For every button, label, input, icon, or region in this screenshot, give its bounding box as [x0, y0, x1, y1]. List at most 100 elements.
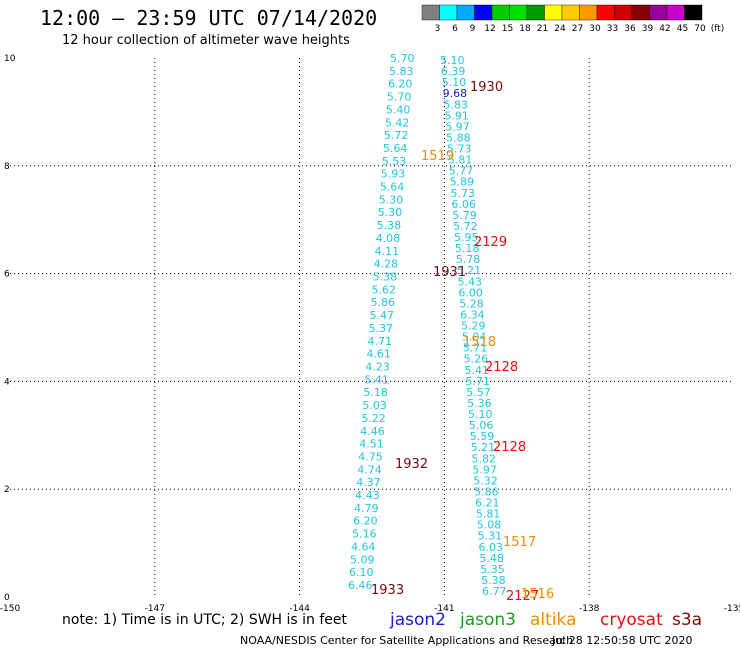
- legend-s3a: s3a: [672, 610, 703, 630]
- colorbar-label: 33: [607, 24, 618, 34]
- y-tick-label: 2: [4, 485, 10, 495]
- data-point-label: 5.81: [448, 154, 473, 167]
- footer-timestamp: Jul 28 12:50:58 UTC 2020: [552, 634, 693, 647]
- data-point-label: 5.79: [452, 209, 477, 222]
- x-tick-label: -150: [0, 604, 20, 614]
- data-point-label: 5.47: [370, 309, 395, 322]
- data-point-label: 4.75: [358, 450, 383, 463]
- chart-subtitle: 12 hour collection of altimeter wave hei…: [62, 33, 350, 48]
- data-point-label: 5.97: [472, 463, 497, 476]
- data-point-label: 4.08: [376, 232, 401, 245]
- data-point-label: 5.77: [449, 165, 474, 178]
- colorbar-swatch: [561, 4, 580, 21]
- data-point-label: 4.74: [357, 463, 382, 476]
- data-point-label: 5.04: [462, 331, 487, 344]
- data-point-label: 5.26: [464, 353, 489, 366]
- data-point-label: 5.31: [478, 530, 503, 543]
- y-tick-label: 0: [4, 593, 10, 603]
- x-tick-label: -141: [434, 604, 454, 614]
- data-point-label: 6.20: [353, 515, 378, 528]
- data-point-label: 5.10: [442, 76, 467, 89]
- data-point-label: 6.34: [460, 308, 485, 321]
- data-point-label: 5.43: [458, 275, 483, 288]
- data-point-label: 5.72: [384, 129, 409, 142]
- colorbar-swatch: [579, 4, 598, 21]
- data-point-label: 5.21: [471, 441, 496, 454]
- pass-time-label: 2128: [485, 360, 518, 375]
- data-point-label: 5.81: [476, 508, 501, 521]
- data-point-label: 5.22: [361, 412, 386, 425]
- colorbar-swatch: [596, 4, 615, 21]
- pass-time-label: 2128: [493, 440, 526, 455]
- data-point-label: 5.93: [381, 168, 406, 181]
- data-point-label: 5.73: [447, 143, 472, 156]
- footer-credit: NOAA/NESDIS Center for Satellite Applica…: [240, 634, 574, 647]
- data-point-label: 5.71: [463, 342, 488, 355]
- colorbar-label: 12: [484, 24, 495, 34]
- data-point-label: 6.21: [475, 497, 500, 510]
- y-tick-label: 8: [4, 162, 10, 172]
- data-point-label: 5.32: [473, 474, 498, 487]
- data-point-label: 4.71: [367, 335, 392, 348]
- data-point-label: 5.64: [380, 181, 405, 194]
- data-point-label: 5.30: [378, 206, 403, 219]
- colorbar-label: 9: [470, 24, 476, 34]
- data-point-label: 5.97: [445, 120, 470, 133]
- legend-cryosat: cryosat: [600, 610, 663, 630]
- colorbar-label: 70: [694, 24, 706, 34]
- data-point-label: 5.89: [450, 176, 475, 189]
- data-point-label: 6.03: [479, 541, 504, 554]
- data-point-label: 5.18: [455, 242, 480, 255]
- data-point-label: 5.16: [352, 528, 377, 541]
- colorbar-swatch: [544, 4, 563, 21]
- data-point-label: 5.95: [454, 231, 479, 244]
- pass-time-label: 2129: [474, 235, 507, 250]
- data-point-label: 6.00: [458, 286, 483, 299]
- data-point-label: 5.10: [440, 54, 465, 67]
- data-point-label: 5.70: [390, 52, 415, 65]
- data-point-label: 6.06: [451, 198, 476, 211]
- data-point-label: 5.91: [444, 109, 469, 122]
- data-point-label: 5.88: [446, 131, 471, 144]
- colorbar-swatch: [509, 4, 528, 21]
- data-point-label: 5.78: [456, 253, 481, 266]
- y-tick-label: 4: [4, 377, 10, 387]
- data-point-label: 5.42: [385, 116, 410, 129]
- data-point-label: 5.57: [466, 386, 491, 399]
- data-point-label: 5.83: [444, 98, 469, 111]
- pass-time-label: 1517: [503, 535, 536, 550]
- colorbar-label: 24: [554, 24, 566, 34]
- data-point-label: 6.77: [482, 585, 507, 598]
- data-point-label: 5.37: [368, 322, 393, 335]
- data-point-label: 5.70: [387, 91, 412, 104]
- data-point-label: 6.39: [441, 65, 466, 78]
- data-point-label: 5.29: [461, 320, 486, 333]
- pass-time-label: 2127: [506, 589, 539, 604]
- colorbar-swatch: [614, 4, 633, 21]
- pass-time-label: 1518: [463, 335, 496, 350]
- data-point-label: 5.18: [363, 386, 388, 399]
- data-point-label: 5.41: [465, 364, 490, 377]
- data-point-label: 5.62: [372, 283, 397, 296]
- data-point-label: 4.11: [375, 245, 400, 258]
- data-point-label: 5.09: [350, 553, 375, 566]
- data-point-label: 5.64: [383, 142, 408, 155]
- legend-altika: altika: [530, 610, 577, 630]
- data-point-label: 5.35: [480, 563, 505, 576]
- data-point-label: 4.79: [354, 502, 379, 515]
- colorbar-swatch: [684, 4, 703, 21]
- data-point-label: 5.10: [468, 408, 493, 421]
- data-point-label: 5.72: [453, 220, 478, 233]
- data-point-label: 5.38: [377, 219, 402, 232]
- colorbar-label: 42: [659, 24, 670, 34]
- data-point-label: 5.28: [459, 297, 484, 310]
- data-point-label: 5.71: [465, 375, 490, 388]
- data-point-label: 4.51: [359, 438, 384, 451]
- data-point-label: 5.86: [371, 296, 396, 309]
- footer-note: note: 1) Time is in UTC; 2) SWH is in fe…: [62, 612, 348, 628]
- legend-jason2: jason2: [390, 610, 446, 630]
- colorbar-label: 6: [452, 24, 458, 34]
- pass-time-label: 1516: [521, 587, 554, 602]
